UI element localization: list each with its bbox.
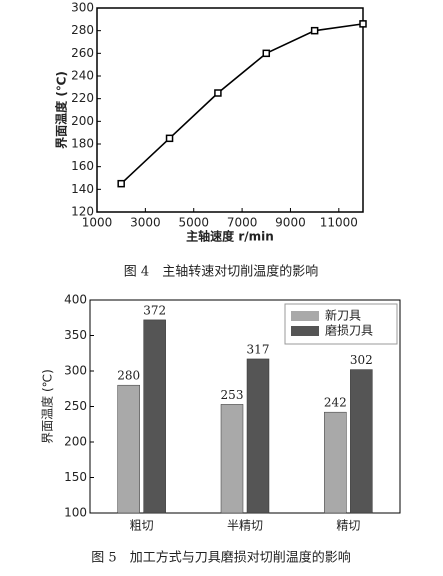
bar [143,319,166,514]
x-tick-label: 5000 [178,216,209,230]
y-tick-label: 150 [64,470,87,484]
y-tick-label: 350 [64,328,87,342]
caption: 图 5 加工方式与刀具磨损对切削温度的影响 [91,550,350,566]
x-tick-label: 9000 [275,216,306,230]
plot-frame [96,7,364,213]
y-tick-label: 180 [71,137,94,151]
bar [246,358,270,514]
y-tick-label: 200 [71,114,94,128]
y-tick-label: 140 [71,182,94,196]
legend-swatch [291,311,319,321]
x-tick-label: 7000 [227,216,258,230]
caption: 图 4 主轴转速对切削温度的影响 [124,264,318,280]
x-tick-label: 3000 [130,216,161,230]
marker [310,26,319,35]
y-tick-label: 280 [71,23,94,37]
marker [165,134,174,143]
x-tick-label: 粗切 [130,519,154,533]
y-tick-label: 120 [71,205,94,219]
y-tick-label: 300 [71,1,94,15]
bar [350,369,373,514]
legend [284,303,398,345]
legend-swatch [291,326,319,336]
data-label: 317 [247,342,270,356]
data-label: 280 [117,369,140,383]
marker [359,20,367,28]
y-axis-label: 界面温度 (℃) [40,369,55,444]
y-tick-label: 220 [71,91,94,105]
bar [117,384,140,514]
data-label: 253 [221,388,244,402]
line [120,23,364,185]
bar [220,404,244,514]
marker [117,179,125,188]
y-tick-label: 250 [64,399,87,413]
x-tick-label: 1000 [82,216,113,230]
data-label: 242 [324,396,347,410]
marker [262,49,271,58]
data-label: 302 [350,353,373,367]
marker [214,89,222,97]
y-tick-label: 160 [71,159,94,173]
legend-label: 新刀具 [325,308,361,323]
y-tick-label: 260 [71,46,94,60]
bar [324,411,347,514]
y-axis-label: 界面温度 (℃) [54,71,69,149]
legend-label: 磨损刀具 [325,324,373,338]
y-tick-label: 200 [64,435,87,449]
x-axis-label: 主轴速度 r/min [186,229,274,244]
x-tick-label: 半精切 [227,519,263,533]
y-tick-label: 300 [64,364,87,378]
y-tick-label: 400 [64,293,87,307]
y-tick-label: 240 [71,69,94,83]
x-tick-label: 11000 [320,216,358,230]
y-tick-label: 100 [64,506,87,520]
x-tick-label: 精切 [336,519,360,533]
data-label: 372 [143,303,166,317]
